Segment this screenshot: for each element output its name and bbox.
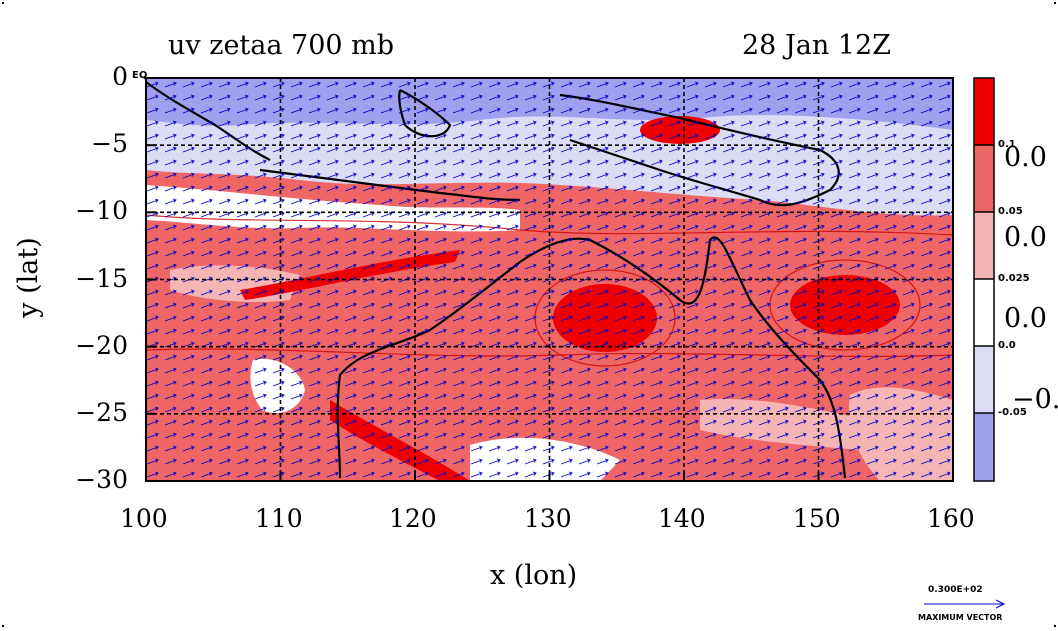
colorbar-swatch-4 <box>974 279 994 346</box>
x-tick-130: 130 <box>524 504 572 533</box>
y-tick-m25: −25 <box>75 398 128 427</box>
colorbar-big-label-2: 0.0 <box>1004 222 1047 253</box>
y-axis-label: y (lat) <box>12 237 44 318</box>
x-tick-140: 140 <box>658 504 706 533</box>
colorbar-swatch-3 <box>974 212 994 279</box>
colorbar-swatch-6 <box>974 413 994 481</box>
x-tick-160: 160 <box>927 504 975 533</box>
vector-legend-label: MAXIMUM VECTOR <box>918 613 1003 622</box>
axis-ticks <box>145 77 954 482</box>
x-axis-label: x (lon) <box>490 560 578 591</box>
plot-time: 28 Jan 12Z <box>742 30 891 61</box>
x-tick-120: 120 <box>389 504 437 533</box>
x-tick-100: 100 <box>120 504 168 533</box>
colorbar-label-0.05: 0.05 <box>998 206 1023 217</box>
y-tick-m30: −30 <box>75 465 128 494</box>
colorbar-swatch-1 <box>974 78 994 145</box>
y-tick-m10: −10 <box>75 196 128 225</box>
grid-lines <box>146 78 953 481</box>
plot-title: uv zetaa 700 mb <box>168 30 395 61</box>
vector-legend-value: 0.300E+02 <box>928 585 983 595</box>
vector-legend-arrow <box>924 599 1006 609</box>
x-tick-150: 150 <box>793 504 841 533</box>
y-tick-m20: −20 <box>75 331 128 360</box>
colorbar-swatch-2 <box>974 145 994 212</box>
colorbar-label-m0.05: -0.05 <box>998 407 1027 418</box>
colorbar-swatch-5 <box>974 346 994 413</box>
colorbar-big-label-3: 0.0 <box>1004 303 1047 334</box>
colorbar-big-label-4: −0. <box>1012 384 1058 415</box>
colorbar <box>973 77 995 482</box>
y-tick-m15: −15 <box>75 264 128 293</box>
y-tick-0: 0 <box>112 62 128 91</box>
equator-label: EQ <box>132 70 148 81</box>
colorbar-label-0.0: 0.0 <box>998 340 1016 351</box>
colorbar-label-0.1: 0.1 <box>998 139 1016 150</box>
colorbar-label-0.025: 0.025 <box>998 273 1030 284</box>
x-tick-110: 110 <box>255 504 303 533</box>
colorbar-big-label-1: 0.0 <box>1004 142 1047 173</box>
y-tick-m5: −5 <box>91 129 128 158</box>
